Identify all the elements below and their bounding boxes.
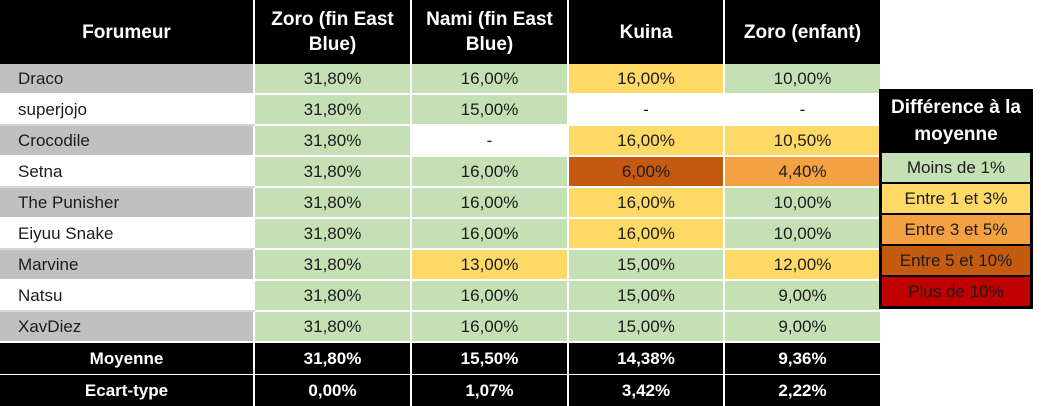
footer-value: 15,50%: [411, 342, 568, 375]
footer-label: Moyenne: [0, 342, 254, 375]
legend-item: Moins de 1%: [882, 153, 1030, 182]
value-cell: 13,00%: [411, 249, 568, 280]
legend-items: Moins de 1%Entre 1 et 3%Entre 3 et 5%Ent…: [882, 153, 1030, 306]
header-row: Forumeur Zoro (fin East Blue) Nami (fin …: [0, 0, 880, 64]
value-cell: 16,00%: [411, 64, 568, 94]
value-cell: 31,80%: [254, 187, 411, 218]
legend-item: Plus de 10%: [882, 277, 1030, 306]
legend-title: Différence à la moyenne: [882, 92, 1030, 151]
value-cell: -: [724, 94, 880, 125]
value-cell: 9,00%: [724, 311, 880, 342]
value-cell: 31,80%: [254, 94, 411, 125]
stats-table: Forumeur Zoro (fin East Blue) Nami (fin …: [0, 0, 880, 406]
row-forumeur-name: Marvine: [0, 249, 254, 280]
value-cell: 16,00%: [411, 156, 568, 187]
value-cell: 15,00%: [568, 311, 724, 342]
footer-value: 31,80%: [254, 342, 411, 375]
footer-value: 9,36%: [724, 342, 880, 375]
footer-value: 1,07%: [411, 375, 568, 406]
header-zoro-enfant: Zoro (enfant): [724, 0, 880, 64]
value-cell: 31,80%: [254, 249, 411, 280]
value-cell: 31,80%: [254, 125, 411, 156]
row-forumeur-name: XavDiez: [0, 311, 254, 342]
value-cell: 16,00%: [411, 218, 568, 249]
value-cell: 31,80%: [254, 156, 411, 187]
row-forumeur-name: Eiyuu Snake: [0, 218, 254, 249]
value-cell: 16,00%: [568, 64, 724, 94]
value-cell: 9,00%: [724, 280, 880, 311]
value-cell: 10,00%: [724, 187, 880, 218]
value-cell: 12,00%: [724, 249, 880, 280]
value-cell: -: [411, 125, 568, 156]
value-cell: 4,40%: [724, 156, 880, 187]
footer-label: Ecart-type: [0, 375, 254, 406]
header-nami-fin-east-blue: Nami (fin East Blue): [411, 0, 568, 64]
value-cell: -: [568, 94, 724, 125]
row-forumeur-name: superjojo: [0, 94, 254, 125]
value-cell: 10,00%: [724, 218, 880, 249]
value-cell: 16,00%: [568, 125, 724, 156]
footer-value: 2,22%: [724, 375, 880, 406]
value-cell: 16,00%: [411, 187, 568, 218]
value-cell: 6,00%: [568, 156, 724, 187]
row-forumeur-name: Natsu: [0, 280, 254, 311]
footer-value: 3,42%: [568, 375, 724, 406]
value-cell: 16,00%: [411, 311, 568, 342]
value-cell: 16,00%: [568, 187, 724, 218]
value-cell: 31,80%: [254, 280, 411, 311]
value-cell: 10,50%: [724, 125, 880, 156]
legend-box: Différence à la moyenne Moins de 1%Entre…: [879, 89, 1033, 309]
footer-value: 14,38%: [568, 342, 724, 375]
value-cell: 31,80%: [254, 311, 411, 342]
value-cell: 16,00%: [568, 218, 724, 249]
row-forumeur-name: Setna: [0, 156, 254, 187]
row-forumeur-name: Draco: [0, 64, 254, 94]
value-cell: 15,00%: [411, 94, 568, 125]
header-kuina: Kuina: [568, 0, 724, 64]
row-forumeur-name: The Punisher: [0, 187, 254, 218]
row-forumeur-name: Crocodile: [0, 125, 254, 156]
value-cell: 15,00%: [568, 280, 724, 311]
value-cell: 31,80%: [254, 64, 411, 94]
footer-value: 0,00%: [254, 375, 411, 406]
value-cell: 16,00%: [411, 280, 568, 311]
header-zoro-fin-east-blue: Zoro (fin East Blue): [254, 0, 411, 64]
value-cell: 10,00%: [724, 64, 880, 94]
legend-item: Entre 5 et 10%: [882, 246, 1030, 275]
legend-item: Entre 1 et 3%: [882, 184, 1030, 213]
value-cell: 15,00%: [568, 249, 724, 280]
header-forumeur: Forumeur: [0, 0, 254, 64]
value-cell: 31,80%: [254, 218, 411, 249]
legend-item: Entre 3 et 5%: [882, 215, 1030, 244]
